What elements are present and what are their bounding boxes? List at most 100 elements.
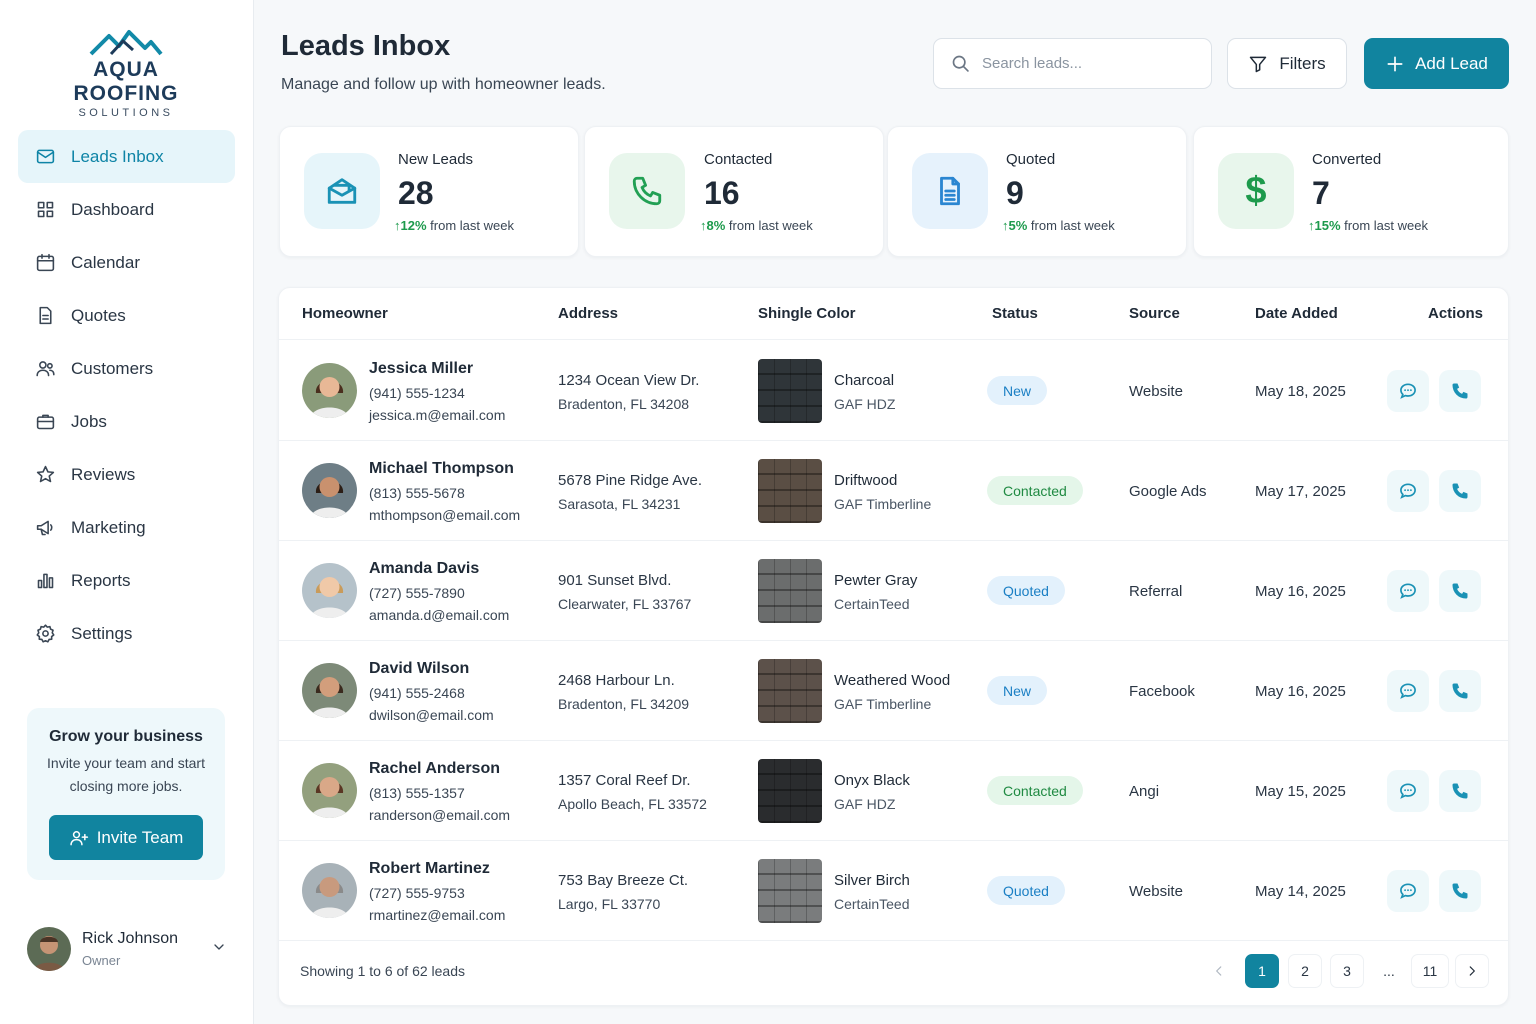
page-button[interactable]: 11 bbox=[1411, 954, 1449, 988]
chat-icon bbox=[1400, 783, 1416, 799]
mail-icon bbox=[34, 146, 56, 168]
shingle-brand: GAF HDZ bbox=[834, 396, 896, 412]
chat-icon bbox=[1400, 583, 1416, 599]
date-added: May 15, 2025 bbox=[1255, 783, 1346, 800]
address-line2: Apollo Beach, FL 33572 bbox=[558, 796, 707, 812]
column-header[interactable]: Status bbox=[992, 305, 1038, 322]
brand-logo[interactable]: AQUA ROOFING SOLUTIONS bbox=[40, 28, 212, 119]
grow-business-card: Grow your business Invite your team and … bbox=[27, 708, 225, 880]
brand-subtitle: SOLUTIONS bbox=[78, 107, 174, 119]
lead-source: Website bbox=[1129, 383, 1183, 400]
address-line1: 901 Sunset Blvd. bbox=[558, 572, 672, 589]
prev-page-button[interactable] bbox=[1202, 954, 1236, 988]
homeowner-name[interactable]: Michael Thompson bbox=[369, 460, 514, 477]
sidebar-item-label: Customers bbox=[71, 358, 154, 378]
sidebar-item-marketing[interactable]: Marketing bbox=[18, 501, 235, 554]
table-row[interactable]: David Wilson (941) 555-2468 dwilson@email.… bbox=[279, 641, 1508, 741]
stat-change: ↑12% from last week bbox=[394, 218, 514, 233]
sidebar-item-leads-inbox[interactable]: Leads Inbox bbox=[18, 130, 235, 183]
page-button[interactable]: 1 bbox=[1245, 954, 1279, 988]
pagination-summary: Showing 1 to 6 of 62 leads bbox=[300, 963, 466, 979]
column-header[interactable]: Homeowner bbox=[302, 305, 388, 322]
table-row[interactable]: Jessica Miller (941) 555-1234 jessica.m@em… bbox=[279, 341, 1508, 441]
table-row[interactable]: Rachel Anderson (813) 555-1357 randerson@e… bbox=[279, 741, 1508, 841]
search-box[interactable] bbox=[933, 38, 1212, 89]
message-button[interactable] bbox=[1387, 370, 1429, 412]
homeowner-name[interactable]: Jessica Miller bbox=[369, 360, 474, 377]
phone-icon bbox=[1452, 683, 1468, 699]
add-lead-button[interactable]: Add Lead bbox=[1364, 38, 1509, 89]
phone-icon bbox=[1452, 883, 1468, 899]
filters-label: Filters bbox=[1279, 53, 1326, 73]
address-line2: Clearwater, FL 33767 bbox=[558, 596, 692, 612]
column-header[interactable]: Shingle Color bbox=[758, 305, 856, 322]
message-button[interactable] bbox=[1387, 670, 1429, 712]
table-row[interactable]: Robert Martinez (727) 555-9753 rmartinez@e… bbox=[279, 841, 1508, 941]
table-row[interactable]: Amanda Davis (727) 555-7890 amanda.d@email… bbox=[279, 541, 1508, 641]
message-button[interactable] bbox=[1387, 870, 1429, 912]
sidebar-item-settings[interactable]: Settings bbox=[18, 607, 235, 660]
call-button[interactable] bbox=[1439, 370, 1481, 412]
message-button[interactable] bbox=[1387, 470, 1429, 512]
sidebar-item-label: Reports bbox=[71, 570, 131, 590]
call-button[interactable] bbox=[1439, 770, 1481, 812]
shingle-swatch bbox=[758, 759, 822, 823]
call-button[interactable] bbox=[1439, 870, 1481, 912]
call-button[interactable] bbox=[1439, 670, 1481, 712]
address-line2: Bradenton, FL 34209 bbox=[558, 696, 690, 712]
table-row[interactable]: Michael Thompson (813) 555-5678 mthompson@… bbox=[279, 441, 1508, 541]
address-line1: 753 Bay Breeze Ct. bbox=[558, 872, 689, 889]
homeowner-name[interactable]: Rachel Anderson bbox=[369, 760, 500, 777]
status-badge: New bbox=[987, 376, 1048, 405]
next-page-button[interactable] bbox=[1455, 954, 1489, 988]
shingle-swatch bbox=[758, 359, 822, 423]
shingle-color: Charcoal bbox=[834, 372, 895, 389]
chat-icon bbox=[1400, 883, 1416, 899]
stat-value: 9 bbox=[1006, 175, 1024, 211]
search-input[interactable] bbox=[982, 55, 1182, 72]
homeowner-email: rmartinez@email.com bbox=[369, 907, 506, 923]
sidebar-item-reports[interactable]: Reports bbox=[18, 554, 235, 607]
shingle-color: Weathered Wood bbox=[834, 672, 951, 689]
page-button[interactable]: 2 bbox=[1288, 954, 1322, 988]
chevron-down-icon[interactable] bbox=[211, 939, 227, 960]
user-profile[interactable]: Rick Johnson Owner bbox=[27, 926, 227, 972]
sidebar-item-calendar[interactable]: Calendar bbox=[18, 236, 235, 289]
stat-label: Contacted bbox=[704, 151, 773, 168]
page-button[interactable]: 3 bbox=[1330, 954, 1364, 988]
column-header[interactable]: Source bbox=[1129, 305, 1180, 322]
filters-button[interactable]: Filters bbox=[1227, 38, 1347, 89]
invite-team-button[interactable]: Invite Team bbox=[49, 815, 203, 860]
column-header[interactable]: Address bbox=[558, 305, 619, 322]
column-header[interactable]: Date Added bbox=[1255, 305, 1338, 322]
shingle-color: Driftwood bbox=[834, 472, 898, 489]
homeowner-phone: (727) 555-7890 bbox=[369, 585, 465, 601]
sidebar-item-dashboard[interactable]: Dashboard bbox=[18, 183, 235, 236]
stat-value: 16 bbox=[704, 175, 740, 211]
date-added: May 14, 2025 bbox=[1255, 883, 1346, 900]
avatar bbox=[302, 463, 357, 518]
sidebar-item-label: Calendar bbox=[71, 252, 140, 272]
sidebar-item-jobs[interactable]: Jobs bbox=[18, 395, 235, 448]
homeowner-name[interactable]: Amanda Davis bbox=[369, 560, 480, 577]
sidebar-item-quotes[interactable]: Quotes bbox=[18, 289, 235, 342]
page-title: Leads Inbox bbox=[281, 30, 451, 62]
leads-table: Homeowner Address Shingle Color Status S… bbox=[278, 287, 1509, 1006]
plus-icon bbox=[1387, 56, 1403, 71]
message-button[interactable] bbox=[1387, 770, 1429, 812]
sidebar-item-reviews[interactable]: Reviews bbox=[18, 448, 235, 501]
avatar bbox=[302, 663, 357, 718]
status-badge: Quoted bbox=[987, 576, 1065, 605]
address-line2: Largo, FL 33770 bbox=[558, 896, 661, 912]
document-icon bbox=[34, 305, 56, 327]
sidebar-item-customers[interactable]: Customers bbox=[18, 342, 235, 395]
homeowner-name[interactable]: Robert Martinez bbox=[369, 860, 490, 877]
avatar bbox=[27, 927, 71, 971]
homeowner-phone: (727) 555-9753 bbox=[369, 885, 465, 901]
shingle-swatch bbox=[758, 459, 822, 523]
homeowner-name[interactable]: David Wilson bbox=[369, 660, 470, 677]
call-button[interactable] bbox=[1439, 570, 1481, 612]
message-button[interactable] bbox=[1387, 570, 1429, 612]
sidebar-item-label: Dashboard bbox=[71, 199, 155, 219]
call-button[interactable] bbox=[1439, 470, 1481, 512]
